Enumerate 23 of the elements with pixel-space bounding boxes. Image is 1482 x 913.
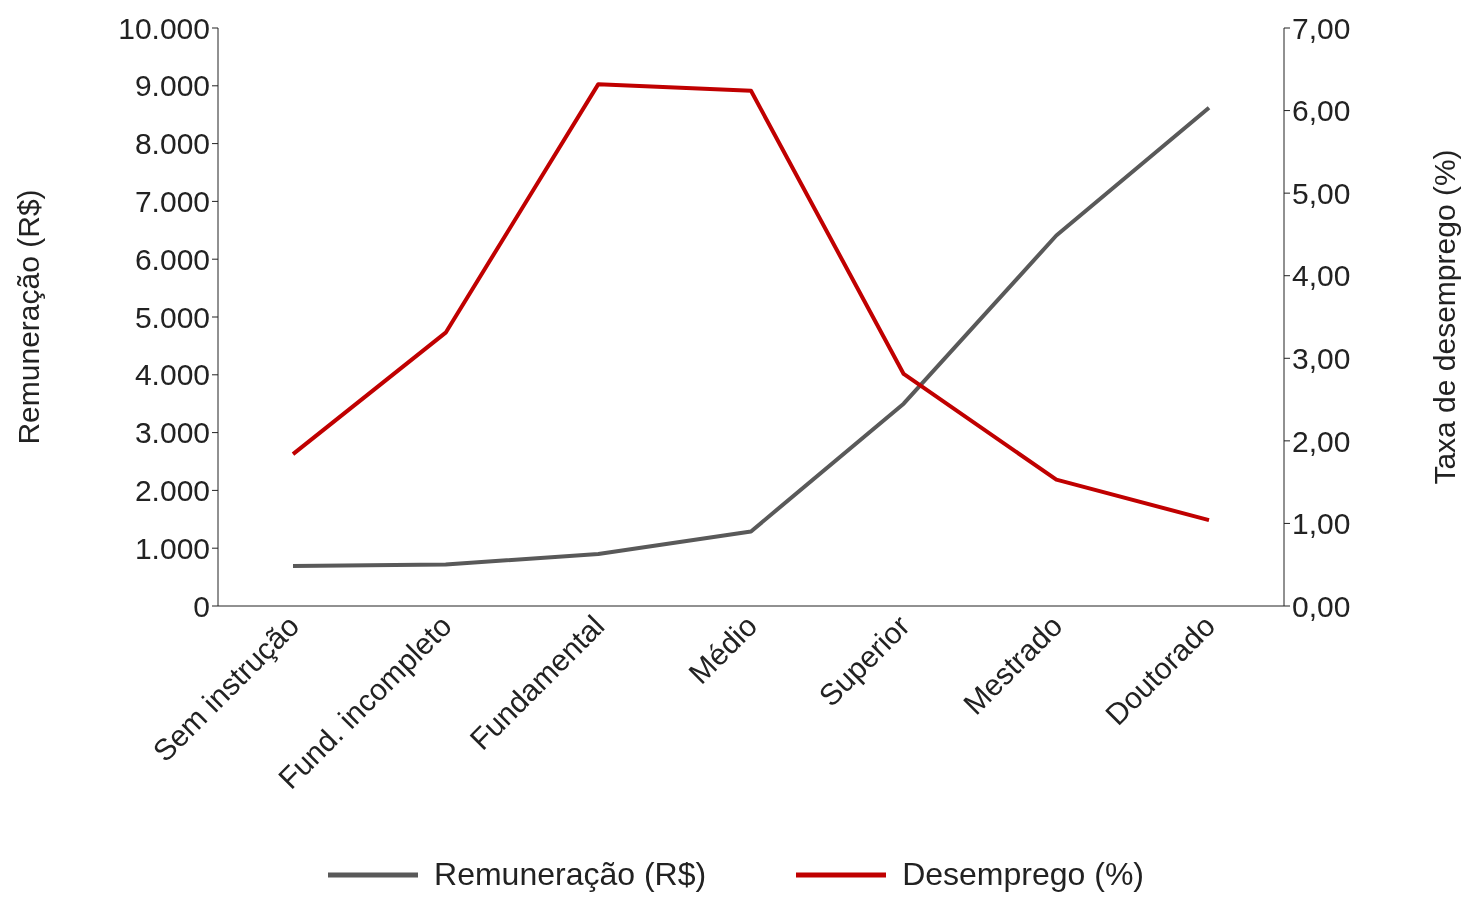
y2-tick-label: 4,00 [1292,259,1351,293]
y-tick-label: 5.000 [134,300,210,334]
y-tick-label: 1.000 [134,531,210,565]
y-tick-label: 7.000 [134,185,210,219]
y-tick-label: 8.000 [134,127,210,161]
y2-tick-label: 7,00 [1292,11,1351,45]
y-tick-label: 2.000 [134,474,210,508]
y2-tick-label: 2,00 [1292,424,1351,458]
y2-tick-label: 1,00 [1292,507,1351,541]
y-tick-label: 6.000 [134,242,210,276]
y-tick-label: 9.000 [134,69,210,103]
legend-label: Remuneração (R$) [434,856,707,893]
y2-tick-label: 5,00 [1292,176,1351,210]
y2-axis-title: Taxa de desemprego (%) [1427,149,1461,485]
y-tick-label: 3.000 [134,416,210,450]
y2-tick-label: 0,00 [1292,589,1351,623]
legend-label: Desemprego (%) [902,856,1144,893]
y-tick-label: 10.000 [118,11,210,45]
y-axis-title: Remuneração (R$) [11,189,45,445]
y-tick-label: 0 [193,589,210,623]
y2-tick-label: 6,00 [1292,94,1351,128]
y-tick-label: 4.000 [134,358,210,392]
y2-tick-label: 3,00 [1292,341,1351,375]
